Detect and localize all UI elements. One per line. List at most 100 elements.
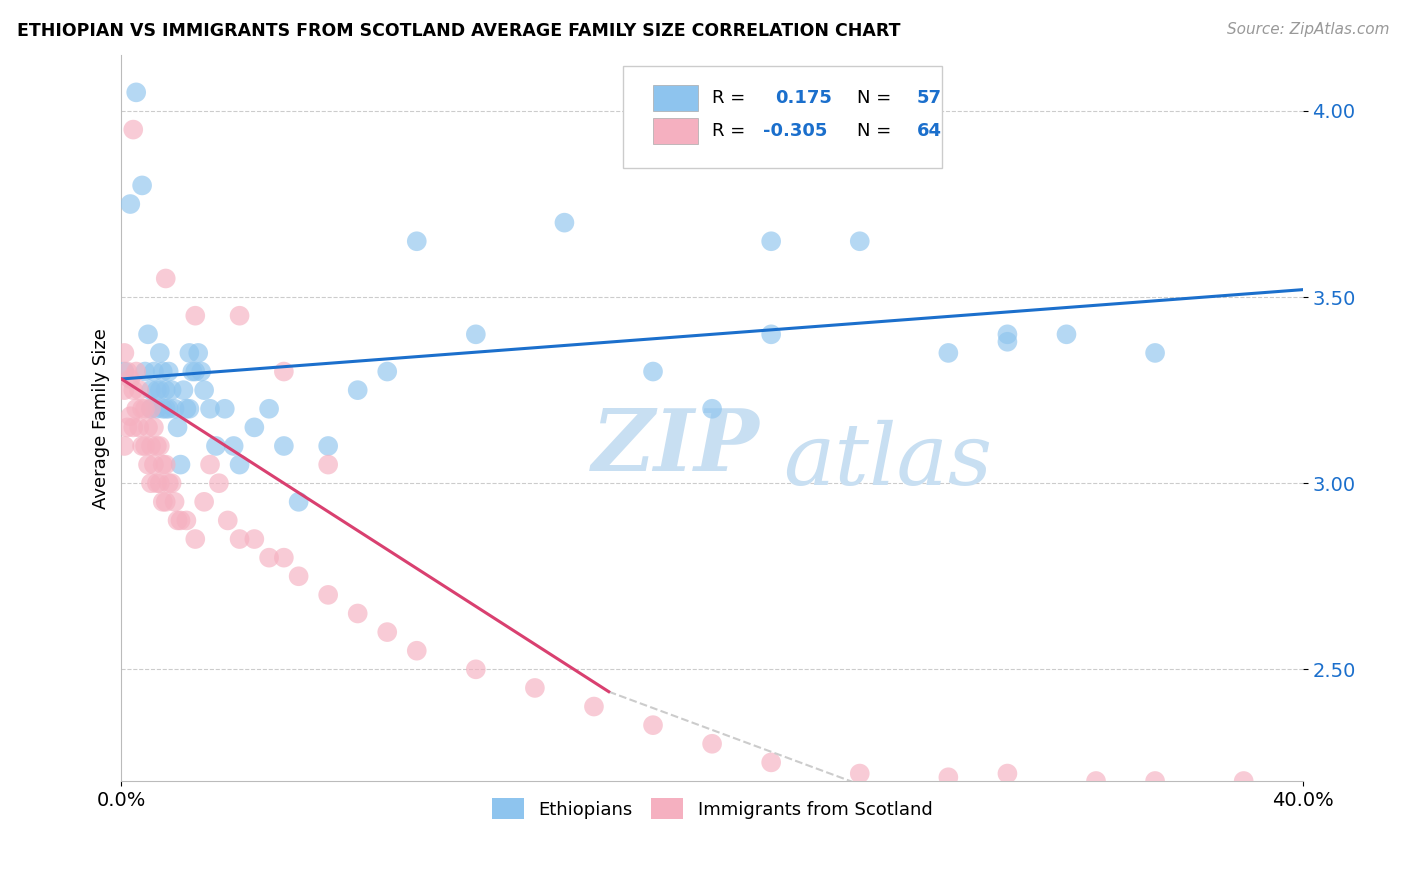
Point xyxy=(169,458,191,472)
Point xyxy=(198,401,221,416)
Point xyxy=(163,401,186,416)
Point xyxy=(149,439,172,453)
Point xyxy=(125,365,148,379)
Point xyxy=(128,383,150,397)
Point xyxy=(193,383,215,397)
Point xyxy=(228,309,250,323)
Point xyxy=(1233,774,1256,789)
Point xyxy=(176,401,198,416)
Point xyxy=(176,513,198,527)
Point xyxy=(208,476,231,491)
Point xyxy=(997,334,1019,349)
Point xyxy=(198,458,221,472)
Point xyxy=(125,401,148,416)
Point xyxy=(938,346,960,360)
Point xyxy=(464,327,486,342)
Point xyxy=(166,513,188,527)
Text: 0.175: 0.175 xyxy=(775,89,831,107)
Point xyxy=(1085,774,1108,789)
Point xyxy=(169,513,191,527)
Point xyxy=(287,495,309,509)
Point xyxy=(142,458,165,472)
Point xyxy=(222,439,245,453)
Point xyxy=(125,86,148,100)
Point xyxy=(136,327,159,342)
Point xyxy=(179,346,201,360)
Point xyxy=(1056,327,1078,342)
Point xyxy=(759,234,782,248)
Point xyxy=(166,420,188,434)
Point xyxy=(155,271,177,285)
Y-axis label: Average Family Size: Average Family Size xyxy=(93,327,110,508)
Point xyxy=(131,401,153,416)
Point xyxy=(146,476,169,491)
Point xyxy=(228,532,250,546)
Point xyxy=(273,365,295,379)
Point xyxy=(155,383,177,397)
Point xyxy=(287,569,309,583)
Point xyxy=(120,409,142,424)
Text: 64: 64 xyxy=(917,122,942,140)
Point xyxy=(700,737,723,751)
Point xyxy=(139,476,162,491)
Point xyxy=(136,458,159,472)
Point xyxy=(139,383,162,397)
Point xyxy=(848,234,870,248)
Point xyxy=(997,766,1019,780)
Point xyxy=(152,365,174,379)
Point xyxy=(316,588,339,602)
Point xyxy=(190,365,212,379)
Point xyxy=(273,439,295,453)
Point xyxy=(152,495,174,509)
Point xyxy=(146,383,169,397)
Point xyxy=(217,513,239,527)
Point xyxy=(848,766,870,780)
Point xyxy=(142,365,165,379)
Point xyxy=(149,476,172,491)
Point xyxy=(1144,774,1167,789)
Point xyxy=(346,607,368,621)
Point xyxy=(131,178,153,193)
Point xyxy=(149,346,172,360)
Point xyxy=(134,365,156,379)
Text: R =: R = xyxy=(711,89,745,107)
Point xyxy=(938,770,960,784)
Point xyxy=(184,532,207,546)
Point xyxy=(139,401,162,416)
Text: 57: 57 xyxy=(917,89,942,107)
Point xyxy=(997,327,1019,342)
Point xyxy=(759,327,782,342)
Point xyxy=(316,439,339,453)
Point xyxy=(163,495,186,509)
Point xyxy=(155,495,177,509)
Point xyxy=(128,420,150,434)
Point xyxy=(134,439,156,453)
Point xyxy=(139,439,162,453)
Point xyxy=(155,458,177,472)
Point xyxy=(139,401,162,416)
Point xyxy=(160,383,183,397)
Point xyxy=(214,401,236,416)
Point xyxy=(172,383,194,397)
Point xyxy=(142,420,165,434)
Point xyxy=(1144,346,1167,360)
Point xyxy=(122,383,145,397)
FancyBboxPatch shape xyxy=(623,66,942,168)
Point xyxy=(375,365,398,379)
Point xyxy=(759,756,782,770)
Point xyxy=(112,383,135,397)
Point xyxy=(405,234,427,248)
Point xyxy=(117,420,139,434)
Point xyxy=(700,401,723,416)
Point xyxy=(160,476,183,491)
Point xyxy=(134,401,156,416)
Text: R =: R = xyxy=(711,122,745,140)
Point xyxy=(157,365,180,379)
Point xyxy=(405,643,427,657)
Text: ZIP: ZIP xyxy=(592,405,759,489)
Point xyxy=(120,197,142,211)
Point xyxy=(582,699,605,714)
FancyBboxPatch shape xyxy=(652,85,697,111)
Text: N =: N = xyxy=(858,122,891,140)
Point xyxy=(375,625,398,640)
